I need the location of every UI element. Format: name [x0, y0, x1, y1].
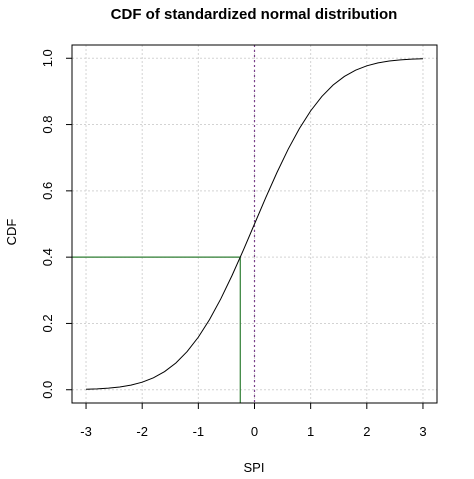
x-tick-label: 3	[419, 424, 426, 439]
y-tick-label: 0.6	[40, 182, 55, 200]
chart-title: CDF of standardized normal distribution	[111, 6, 398, 23]
x-tick-label: -3	[80, 424, 92, 439]
y-axis: 0.0 0.2 0.4 0.6 0.8 1.0	[40, 49, 72, 399]
y-tick-label: 0.0	[40, 381, 55, 399]
grid-lines	[72, 45, 437, 403]
y-axis-label: CDF	[4, 219, 19, 246]
x-tick-label: -1	[193, 424, 205, 439]
reference-lines	[72, 45, 256, 403]
y-tick-label: 0.4	[40, 248, 55, 266]
cdf-series-line	[86, 58, 423, 390]
y-tick-label: 0.8	[40, 116, 55, 134]
x-tick-label: 1	[307, 424, 314, 439]
x-tick-label: -2	[136, 424, 148, 439]
y-tick-label: 0.2	[40, 314, 55, 332]
y-tick-label: 1.0	[40, 49, 55, 67]
x-tick-label: 0	[251, 424, 258, 439]
x-axis-label: SPI	[244, 460, 265, 475]
x-tick-label: 2	[363, 424, 370, 439]
x-axis: -3 -2 -1 0 1 2 3	[80, 403, 427, 439]
